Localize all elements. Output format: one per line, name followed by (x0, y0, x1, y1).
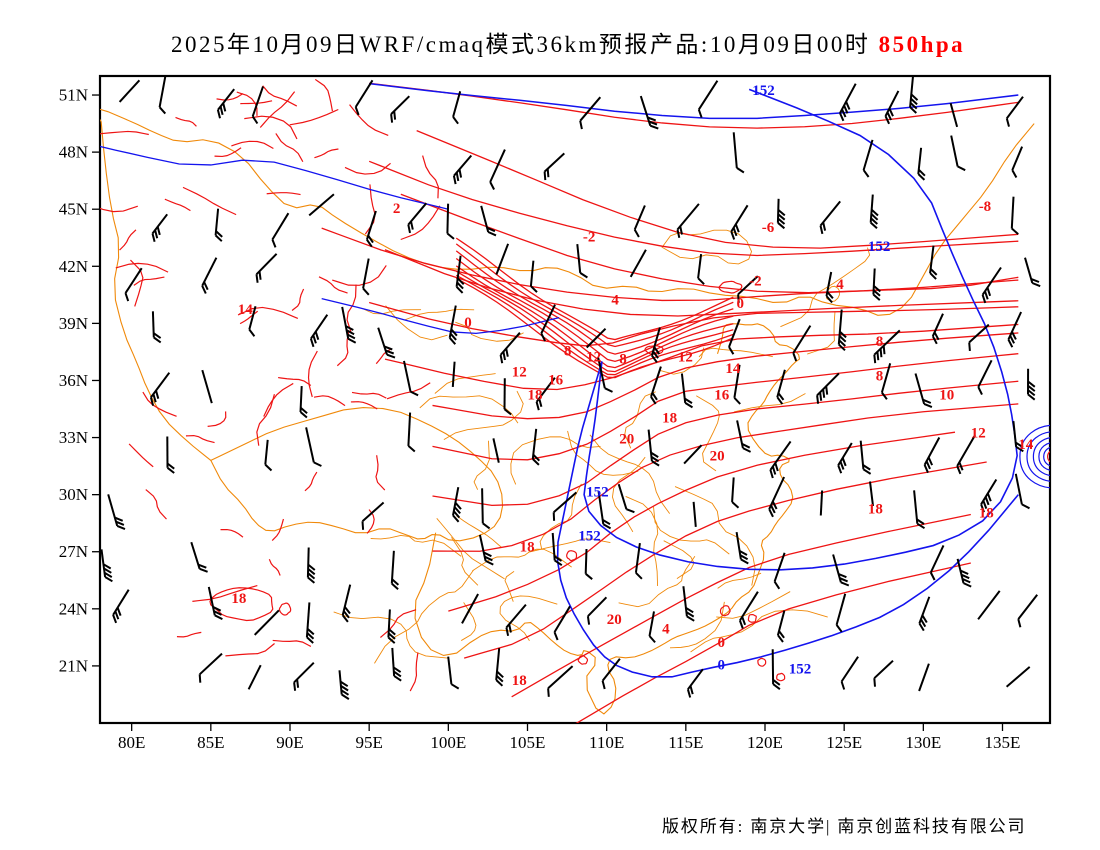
svg-text:51N: 51N (59, 86, 88, 105)
svg-text:12: 12 (512, 365, 527, 381)
svg-text:105E: 105E (510, 733, 546, 752)
svg-text:4: 4 (662, 622, 670, 638)
svg-text:85E: 85E (197, 733, 224, 752)
svg-text:16: 16 (548, 372, 564, 388)
svg-text:18: 18 (231, 591, 246, 607)
svg-text:36N: 36N (59, 371, 88, 390)
svg-text:152: 152 (578, 528, 601, 544)
svg-text:21N: 21N (59, 656, 88, 675)
svg-text:18: 18 (520, 540, 535, 556)
svg-text:0: 0 (737, 296, 745, 312)
svg-text:100E: 100E (430, 733, 466, 752)
svg-text:0: 0 (718, 635, 726, 651)
svg-text:130E: 130E (905, 733, 941, 752)
svg-text:14: 14 (1018, 437, 1034, 453)
svg-text:0: 0 (464, 315, 472, 331)
svg-text:12: 12 (971, 426, 986, 442)
svg-text:18: 18 (868, 502, 883, 518)
svg-text:152: 152 (789, 662, 812, 678)
svg-text:12: 12 (678, 349, 693, 365)
svg-text:18: 18 (979, 506, 994, 522)
svg-text:4: 4 (836, 277, 844, 293)
svg-text:8: 8 (564, 344, 572, 360)
svg-text:10: 10 (939, 388, 954, 404)
svg-text:120E: 120E (747, 733, 783, 752)
svg-text:0: 0 (718, 658, 726, 674)
svg-text:20: 20 (710, 448, 725, 464)
svg-text:27N: 27N (59, 542, 88, 561)
svg-text:-2: -2 (749, 273, 762, 289)
svg-text:80E: 80E (118, 733, 145, 752)
svg-text:125E: 125E (826, 733, 862, 752)
svg-text:152: 152 (586, 485, 609, 501)
svg-text:16: 16 (1056, 452, 1072, 468)
svg-text:95E: 95E (355, 733, 382, 752)
svg-text:152: 152 (868, 239, 891, 255)
svg-text:20: 20 (607, 612, 622, 628)
svg-text:24N: 24N (59, 599, 88, 618)
svg-text:-2: -2 (583, 230, 596, 246)
svg-text:4: 4 (611, 292, 619, 308)
svg-text:14: 14 (725, 361, 741, 377)
svg-text:48N: 48N (59, 143, 88, 162)
svg-text:39N: 39N (59, 314, 88, 333)
svg-text:110E: 110E (589, 733, 624, 752)
svg-text:30N: 30N (59, 485, 88, 504)
svg-text:33N: 33N (59, 428, 88, 447)
svg-text:8: 8 (619, 351, 627, 367)
svg-text:-6: -6 (762, 220, 775, 236)
svg-text:90E: 90E (276, 733, 303, 752)
svg-text:14: 14 (238, 302, 254, 318)
svg-text:18: 18 (528, 388, 543, 404)
svg-text:8: 8 (876, 334, 884, 350)
svg-text:18: 18 (512, 673, 527, 689)
svg-text:20: 20 (619, 431, 634, 447)
svg-text:8: 8 (876, 369, 884, 385)
svg-text:12: 12 (586, 349, 601, 365)
svg-text:152: 152 (752, 83, 775, 99)
svg-text:135E: 135E (985, 733, 1021, 752)
svg-text:42N: 42N (59, 257, 88, 276)
svg-text:45N: 45N (59, 200, 88, 219)
svg-text:115E: 115E (668, 733, 703, 752)
svg-text:18: 18 (662, 410, 677, 426)
svg-text:16: 16 (714, 388, 730, 404)
svg-text:-8: -8 (979, 199, 992, 215)
svg-text:2: 2 (393, 201, 401, 217)
